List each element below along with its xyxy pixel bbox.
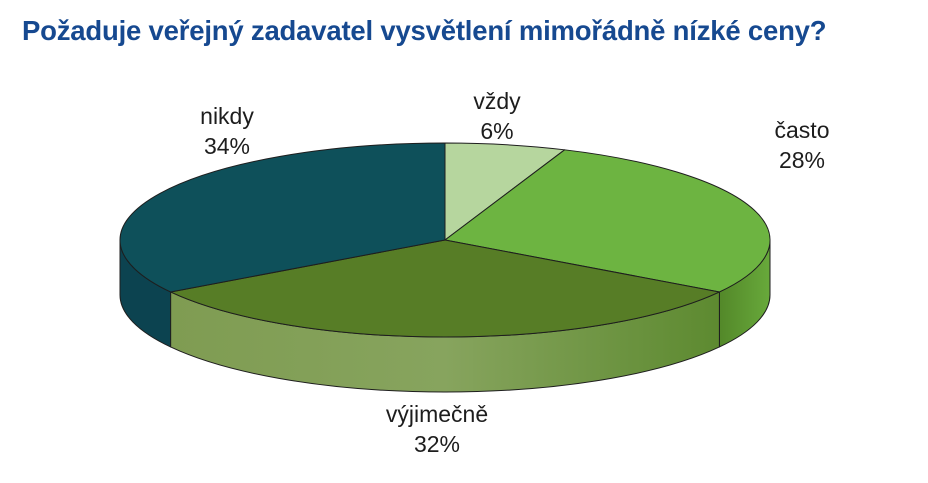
pie-label-name: často: [774, 117, 830, 143]
pie-label-casto: často 28%: [775, 115, 830, 175]
chart-title: Požaduje veřejný zadavatel vysvětlení mi…: [22, 15, 827, 46]
pie-label-name: nikdy: [200, 103, 254, 129]
pie-label-pct: 28%: [778, 147, 826, 173]
pie-label-pct: 34%: [203, 133, 251, 159]
pie-label-pct: 6%: [480, 118, 514, 144]
pie-label-pct: 32%: [413, 431, 461, 457]
pie-label-name: vždy: [473, 88, 521, 114]
pie-label-vzdy: vždy 6%: [473, 86, 520, 146]
pie-slice-casto: [444, 149, 771, 293]
pie-slice-vzdy: [444, 142, 566, 241]
pie-slice-vyjimecne: [170, 239, 720, 338]
pie-label-nikdy: nikdy 34%: [200, 101, 254, 161]
pie-label-name: výjimečně: [385, 401, 489, 427]
pie-label-vyjimecne: výjimečně 32%: [386, 399, 488, 459]
pie-slice-nikdy: [119, 142, 446, 293]
